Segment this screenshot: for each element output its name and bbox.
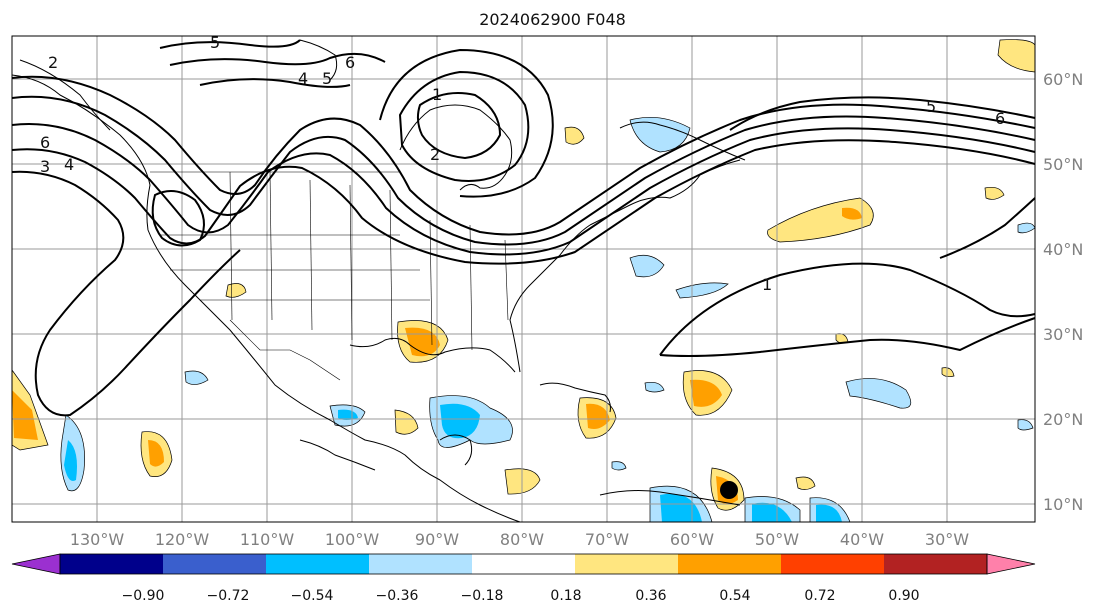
lon-label: 130°W	[70, 530, 125, 549]
contour-label: 5	[210, 33, 220, 52]
colorbar-tick-label: 0.72	[804, 588, 835, 604]
colorbar-tick-label: −0.36	[376, 588, 419, 604]
colorbar-tick-label: −0.72	[207, 588, 250, 604]
colorbar-tick-label: 0.90	[888, 588, 919, 604]
colorbar-segment	[781, 554, 885, 574]
colorbar-segment	[884, 554, 988, 574]
lon-label: 90°W	[415, 530, 459, 549]
map-title: 2024062900 F048	[479, 10, 626, 29]
colorbar-frame	[59, 553, 988, 575]
contour-lines	[11, 39, 1036, 417]
lat-label: 20°N	[1043, 410, 1083, 429]
lon-label: 30°W	[925, 530, 969, 549]
colorbar-extend-low	[11, 553, 61, 575]
lon-label: 80°W	[500, 530, 544, 549]
colorbar-segment	[678, 554, 782, 574]
contour-label: 5	[322, 69, 332, 88]
lon-label: 60°W	[670, 530, 714, 549]
latitude-labels: 60°N 50°N 40°N 30°N 20°N 10°N	[1043, 70, 1083, 514]
colorbar-tick-labels: −0.90 −0.72 −0.54 −0.36 −0.18 0.18 0.36 …	[122, 588, 920, 604]
contour-label: 1	[432, 85, 442, 104]
colorbar-tick-label: −0.90	[122, 588, 165, 604]
colorbar-segment	[163, 554, 267, 574]
coastlines	[11, 39, 746, 523]
colorbar-tick-label: −0.18	[461, 588, 504, 604]
contour-label: 2	[430, 145, 440, 164]
colorbar-tick-label: 0.36	[635, 588, 666, 604]
colorbar-segment	[60, 554, 164, 574]
colorbar-tick-label: 0.54	[719, 588, 750, 604]
lat-label: 10°N	[1043, 495, 1083, 514]
lon-label: 100°W	[325, 530, 380, 549]
contour-label: 3	[40, 157, 50, 176]
colorbar-segment	[266, 554, 370, 574]
colorbar	[11, 553, 1036, 575]
colorbar-segment	[575, 554, 679, 574]
colorbar-segment	[369, 554, 473, 574]
lat-label: 50°N	[1043, 155, 1083, 174]
contour-label: 4	[298, 69, 308, 88]
lat-label: 30°N	[1043, 325, 1083, 344]
map-frame	[11, 35, 1036, 523]
lon-label: 50°W	[755, 530, 799, 549]
lat-label: 60°N	[1043, 70, 1083, 89]
contour-label: 4	[64, 155, 74, 174]
contour-label: 5	[926, 97, 936, 116]
contour-label: 2	[48, 53, 58, 72]
colorbar-tick-label: 0.18	[550, 588, 581, 604]
lat-label: 40°N	[1043, 240, 1083, 259]
lon-label: 120°W	[155, 530, 210, 549]
contour-label: 6	[995, 109, 1005, 128]
colorbar-tick-label: −0.54	[291, 588, 334, 604]
lon-label: 40°W	[840, 530, 884, 549]
longitude-labels: 130°W 120°W 110°W 100°W 90°W 80°W 70°W 6…	[70, 530, 969, 549]
storm-center-marker	[720, 481, 738, 499]
contour-label: 6	[345, 53, 355, 72]
colorbar-segment	[472, 554, 576, 574]
colorbar-extend-high	[986, 553, 1036, 575]
lon-label: 70°W	[585, 530, 629, 549]
contour-label: 1	[762, 275, 772, 294]
lon-label: 110°W	[240, 530, 295, 549]
contour-label: 6	[40, 133, 50, 152]
contour-label-group: 2 5 6 4 5 1 2 1 5 6 3 4 6	[40, 33, 1005, 294]
